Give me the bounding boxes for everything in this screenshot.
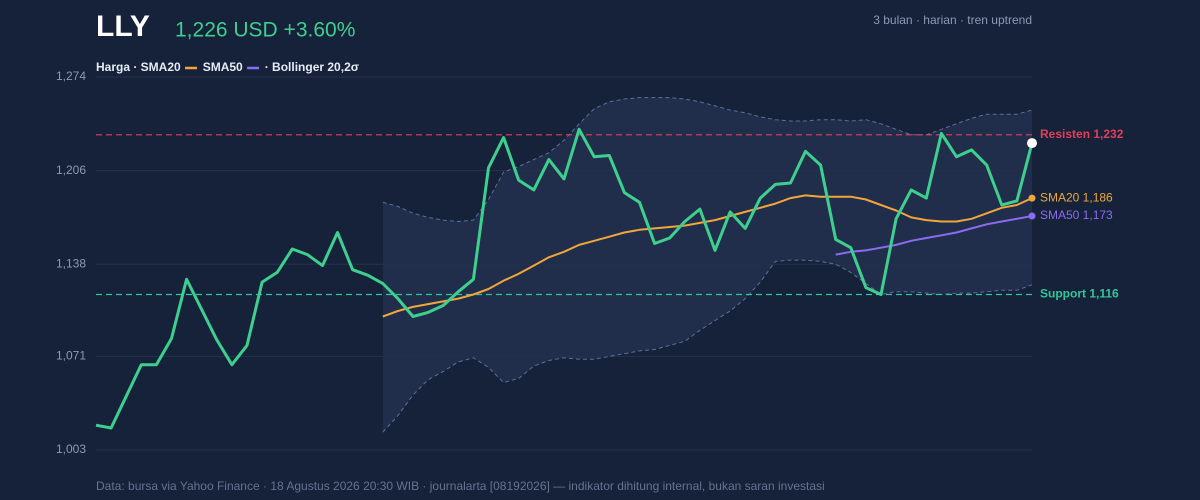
subtitle: 3 bulan · harian · tren uptrend <box>873 13 1032 27</box>
end-dot <box>1028 212 1036 220</box>
legend-entry: Harga · SMA20 <box>96 60 181 74</box>
y-tick-label: 1,274 <box>56 69 86 83</box>
y-tick-label: 1,206 <box>56 163 86 177</box>
price: 1,226 USD +3.60% <box>175 19 355 42</box>
footer: Data: bursa via Yahoo Finance · 18 Agust… <box>96 479 825 493</box>
y-tick-label: 1,138 <box>56 256 86 270</box>
reference-label: Resisten 1,232 <box>1040 127 1124 141</box>
legend-entry: SMA50 <box>203 60 243 74</box>
y-tick-label: 1,071 <box>56 349 86 363</box>
end-label: SMA20 1,186 <box>1040 190 1113 204</box>
legend: Harga · SMA20 SMA50 · Bollinger 20,2σ <box>96 60 359 74</box>
ticker: LLY <box>96 10 150 43</box>
bollinger-fill <box>382 97 1032 433</box>
series-line <box>382 194 1033 318</box>
end-label: SMA50 1,173 <box>1040 208 1113 222</box>
series-line <box>835 215 1033 256</box>
bollinger-lower <box>382 259 1033 433</box>
legend-entry: · Bollinger 20,2σ <box>265 60 359 74</box>
last-price-dot <box>1027 138 1037 149</box>
series-line <box>95 127 1034 430</box>
end-dot <box>1028 194 1036 202</box>
bollinger-upper <box>382 97 1033 223</box>
y-tick-label: 1,003 <box>56 442 86 456</box>
reference-label: Support 1,116 <box>1040 287 1119 301</box>
